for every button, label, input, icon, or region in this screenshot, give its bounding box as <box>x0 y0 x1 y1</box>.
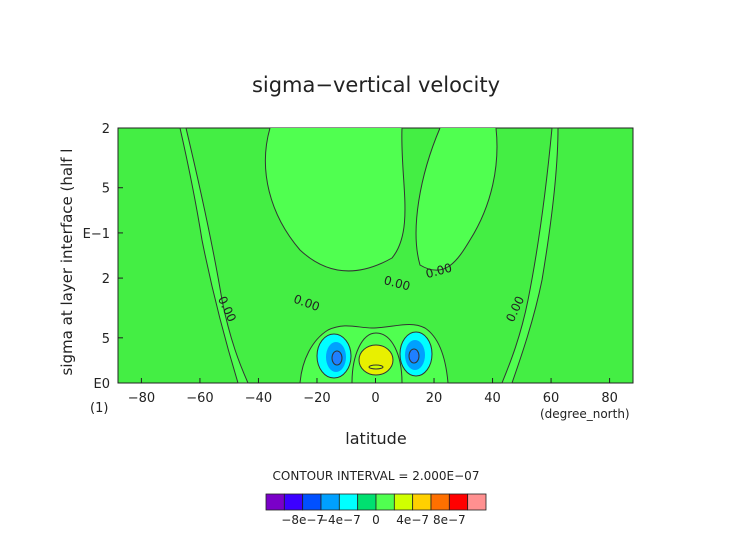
colorbar-swatch <box>320 493 340 511</box>
colorbar-swatch <box>265 493 285 511</box>
y-tick-label: 2 <box>102 122 110 137</box>
updraft-inner <box>368 364 384 370</box>
x-tick-label: −40 <box>245 391 272 406</box>
colorbar-swatch <box>467 493 487 511</box>
contour-label: 0.00 <box>382 273 411 293</box>
y-axis-ticks: E0 5 2 E−1 5 2 <box>83 122 123 392</box>
plot-area <box>117 127 634 384</box>
x-tick-label: 20 <box>426 391 443 406</box>
colorbar-swatch <box>430 493 450 511</box>
y-unit-label: (1) <box>90 401 108 416</box>
x-tick-label: −60 <box>186 391 213 406</box>
colorbar-tick-label: 4e−7 <box>396 513 429 527</box>
colorbar-swatch <box>412 493 432 511</box>
colorbar-swatch <box>283 493 304 511</box>
colorbar-swatch <box>375 493 395 511</box>
colorbar-swatch <box>393 493 414 511</box>
x-tick-label: 80 <box>601 391 618 406</box>
contour-interval: CONTOUR INTERVAL = 2.000E−07 <box>273 469 480 483</box>
colorbar-swatch <box>448 493 469 511</box>
x-tick-label: −80 <box>128 391 155 406</box>
y-tick-label: E−1 <box>83 227 110 242</box>
colorbar-swatch <box>357 493 377 511</box>
updraft-core <box>358 344 394 376</box>
x-tick-label: 40 <box>484 391 501 406</box>
y-tick-label: 2 <box>102 272 110 287</box>
y-tick-label: 5 <box>102 182 110 197</box>
colorbar-swatch <box>338 493 359 511</box>
downdraft-north-core <box>408 348 420 364</box>
y-tick-label: 5 <box>102 332 110 347</box>
colorbar-tick-label: −8e−7 <box>281 513 324 527</box>
colorbar-swatch <box>302 493 322 511</box>
colorbar-tick-label: −4e−7 <box>318 513 361 527</box>
zero-contour-region-west <box>179 127 249 384</box>
x-unit-label: (degree_north) <box>540 407 630 421</box>
y-tick-label: E0 <box>94 377 111 392</box>
zero-contour-region-centre <box>264 127 406 272</box>
zero-contour-region-east <box>501 127 559 384</box>
colorbar-tick-label: 0 <box>372 513 380 527</box>
x-axis-ticks: −80 −60 −40 −20 0 20 40 60 80 <box>128 378 618 406</box>
y-axis-label: sigma at layer interface (half l <box>58 149 76 376</box>
x-tick-label: 0 <box>371 391 379 406</box>
x-tick-label: −20 <box>303 391 330 406</box>
x-tick-label: 60 <box>543 391 560 406</box>
x-axis-label: latitude <box>345 429 406 448</box>
downdraft-south-core <box>331 350 343 366</box>
chart-title: sigma−vertical velocity <box>252 73 500 97</box>
contour-label: 0.00 <box>424 261 453 281</box>
colorbar-tick-label: 8e−7 <box>433 513 466 527</box>
colorbar: −8e−7−4e−7 0 4e−7 8e−7 <box>265 493 487 527</box>
zero-contour-region-north <box>415 127 498 271</box>
